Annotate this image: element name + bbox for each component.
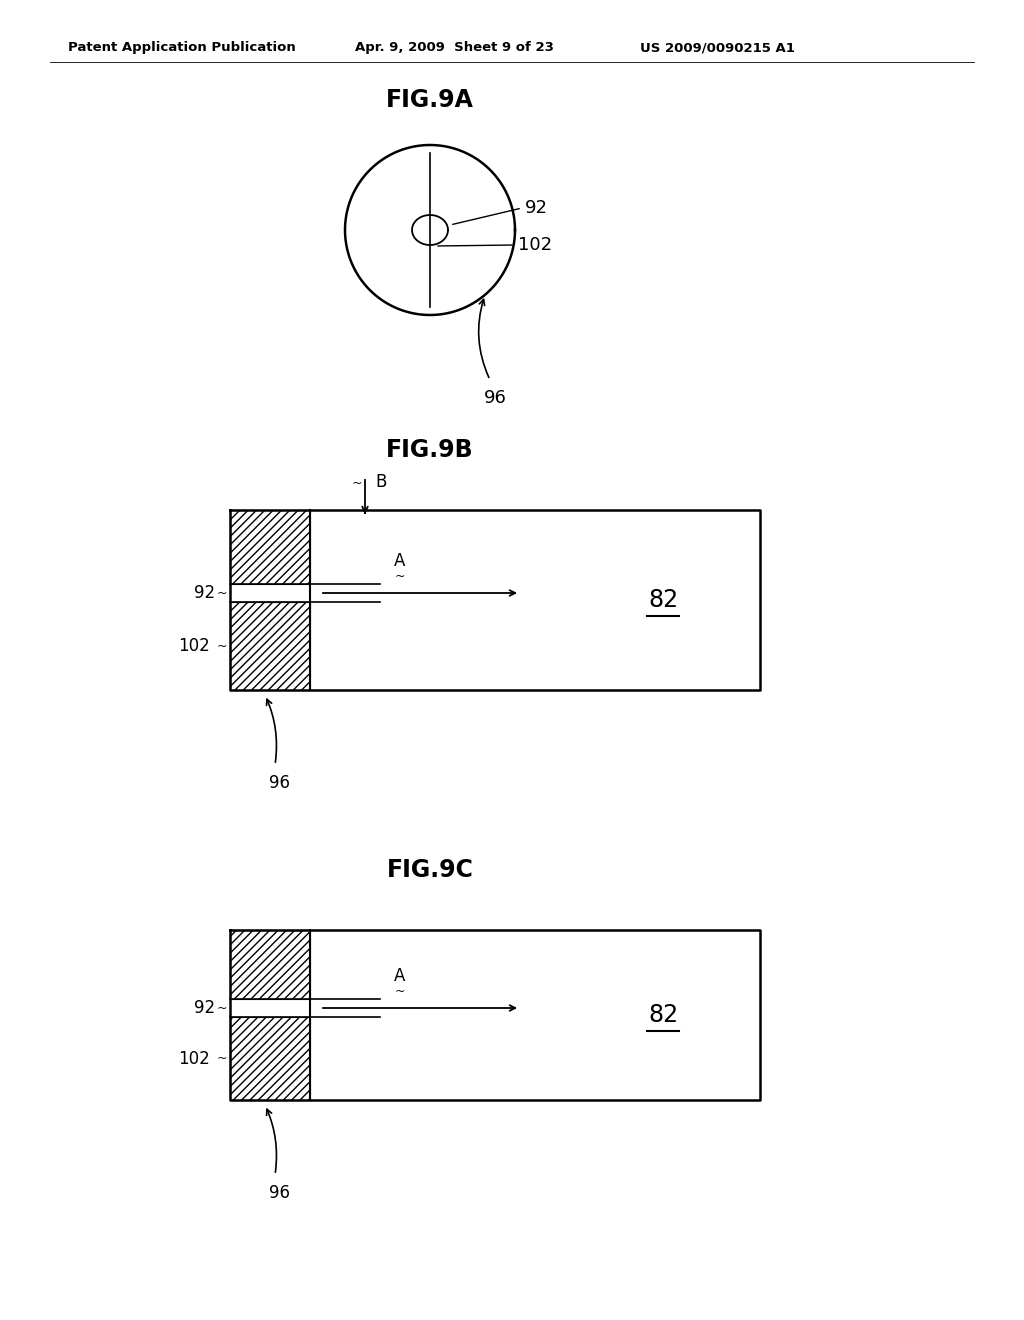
Text: 102: 102	[518, 236, 552, 253]
Text: A: A	[394, 552, 406, 570]
Text: 92: 92	[525, 199, 548, 216]
Text: ~: ~	[216, 586, 227, 599]
Text: FIG.9A: FIG.9A	[386, 88, 474, 112]
Text: ~: ~	[351, 477, 362, 490]
Text: 96: 96	[269, 774, 291, 792]
Text: ~: ~	[216, 1052, 227, 1065]
Text: 96: 96	[269, 1184, 291, 1203]
Text: 92: 92	[194, 999, 215, 1016]
Text: US 2009/0090215 A1: US 2009/0090215 A1	[640, 41, 795, 54]
Bar	[230, 602, 310, 690]
Bar	[230, 510, 310, 583]
Bar	[230, 1016, 310, 1100]
Text: 82: 82	[648, 1003, 679, 1027]
Text: 102: 102	[178, 1049, 210, 1068]
Text: ~: ~	[394, 569, 406, 582]
Text: ~: ~	[216, 1002, 227, 1015]
Text: ~: ~	[394, 985, 406, 998]
Text: 82: 82	[648, 587, 679, 612]
Text: B: B	[375, 473, 386, 491]
Text: A: A	[394, 968, 406, 985]
Text: ~: ~	[216, 639, 227, 652]
Text: 102: 102	[178, 638, 210, 655]
Text: 96: 96	[483, 389, 507, 407]
Text: FIG.9C: FIG.9C	[387, 858, 473, 882]
Text: Apr. 9, 2009  Sheet 9 of 23: Apr. 9, 2009 Sheet 9 of 23	[355, 41, 554, 54]
Text: 92: 92	[194, 583, 215, 602]
Text: FIG.9B: FIG.9B	[386, 438, 474, 462]
Text: Patent Application Publication: Patent Application Publication	[68, 41, 296, 54]
Bar	[230, 931, 310, 999]
